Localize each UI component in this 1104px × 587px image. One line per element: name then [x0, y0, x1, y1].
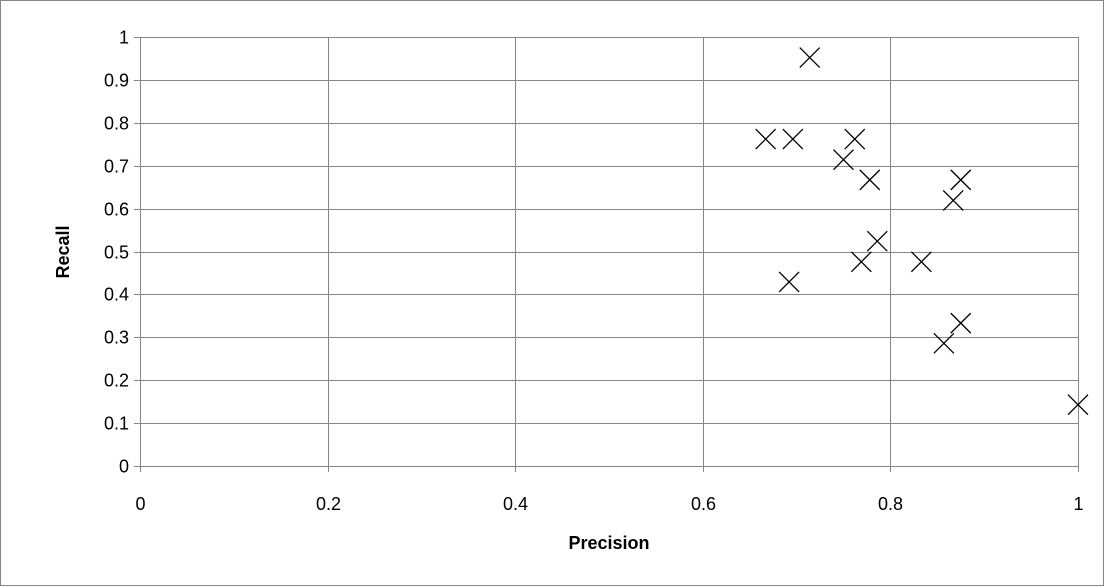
- x-tick-label: 1: [1073, 494, 1083, 514]
- y-tick-label: 0.8: [104, 114, 129, 134]
- y-tick-label: 0.7: [104, 157, 129, 177]
- y-axis-title: Recall: [53, 225, 73, 278]
- data-point: [850, 251, 872, 273]
- x-tick-label: 0.4: [503, 494, 528, 514]
- data-point: [950, 169, 972, 191]
- data-point: [833, 149, 854, 171]
- data-point: [799, 47, 821, 69]
- data-point: [933, 332, 955, 354]
- x-tick-label: 0.2: [316, 494, 341, 514]
- data-point: [755, 128, 777, 150]
- data-point: [778, 271, 800, 293]
- data-point: [942, 189, 964, 211]
- data-points: [755, 47, 1089, 416]
- y-tick-label: 0: [119, 457, 129, 477]
- x-tick-label: 0.6: [691, 494, 716, 514]
- gridlines: [140, 37, 1079, 466]
- axes: [134, 37, 1079, 472]
- data-point: [1067, 394, 1089, 416]
- x-tick-label: 0: [135, 494, 145, 514]
- x-axis-title: Precision: [568, 533, 649, 553]
- y-tick-label: 0.6: [104, 200, 129, 220]
- data-point: [910, 251, 932, 273]
- y-tick-label: 0.9: [104, 71, 129, 91]
- y-tick-label: 0.2: [104, 371, 129, 391]
- data-point: [844, 128, 866, 150]
- x-tick-label: 0.8: [878, 494, 903, 514]
- data-point: [866, 230, 888, 252]
- data-point: [950, 312, 972, 334]
- y-tick-label: 0.5: [104, 243, 129, 263]
- y-tick-label: 1: [119, 28, 129, 48]
- data-point: [859, 169, 881, 191]
- tick-labels: 0 0.1 0.2 0.3 0.4 0.5 0.6 0.7 0.8 0.9 1 0 0.2 0.4 0.6 0…: [104, 28, 1084, 515]
- data-point: [782, 128, 804, 150]
- y-tick-label: 0.1: [104, 414, 129, 434]
- y-tick-label: 0.4: [104, 285, 129, 305]
- y-tick-label: 0.3: [104, 328, 129, 348]
